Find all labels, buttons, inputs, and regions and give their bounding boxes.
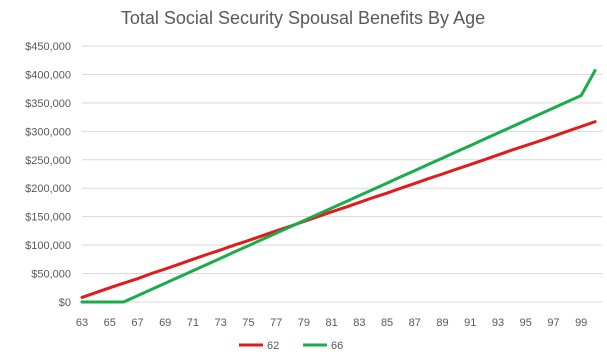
x-tick-label: 69 <box>159 317 171 329</box>
x-tick-label: 87 <box>409 317 421 329</box>
x-axis-ticks: 63 65 67 69 71 73 75 77 79 81 83 85 87 89 91 93 95 97 99 <box>76 317 587 329</box>
legend-label-66: 66 <box>331 340 343 352</box>
x-tick-label: 89 <box>436 317 448 329</box>
x-tick-label: 65 <box>104 317 116 329</box>
x-tick-label: 93 <box>492 317 504 329</box>
y-tick-label: $300,000 <box>25 126 71 138</box>
x-tick-label: 67 <box>131 317 143 329</box>
series-lines <box>80 69 597 304</box>
gridlines <box>82 45 602 303</box>
y-axis-ticks: $0 $50,000 $100,000 $150,000 $200,000 $250,00… <box>25 41 71 309</box>
chart-title: Total Social Security Spousal Benefits B… <box>121 8 485 28</box>
x-tick-label: 85 <box>381 317 393 329</box>
x-tick-label: 91 <box>464 317 476 329</box>
x-tick-label: 63 <box>76 317 88 329</box>
x-tick-label: 97 <box>547 317 559 329</box>
y-tick-label: $100,000 <box>25 240 71 252</box>
y-tick-label: $150,000 <box>25 212 71 224</box>
series-line-66 <box>80 69 597 304</box>
x-tick-label: 99 <box>575 317 587 329</box>
y-tick-label: $50,000 <box>31 269 71 281</box>
y-tick-label: $450,000 <box>25 41 71 53</box>
y-tick-label: $200,000 <box>25 183 71 195</box>
y-tick-label: $250,000 <box>25 155 71 167</box>
x-tick-label: 73 <box>215 317 227 329</box>
x-tick-label: 71 <box>187 317 199 329</box>
series-line-62 <box>80 120 597 299</box>
y-tick-label: $400,000 <box>25 69 71 81</box>
x-tick-label: 77 <box>270 317 282 329</box>
x-tick-label: 81 <box>325 317 337 329</box>
y-tick-label: $350,000 <box>25 98 71 110</box>
x-tick-label: 79 <box>298 317 310 329</box>
x-tick-label: 75 <box>242 317 254 329</box>
legend: 62 66 <box>239 340 343 352</box>
legend-label-62: 62 <box>267 340 279 352</box>
x-tick-label: 95 <box>520 317 532 329</box>
x-tick-label: 83 <box>353 317 365 329</box>
y-tick-label: $0 <box>59 297 71 309</box>
